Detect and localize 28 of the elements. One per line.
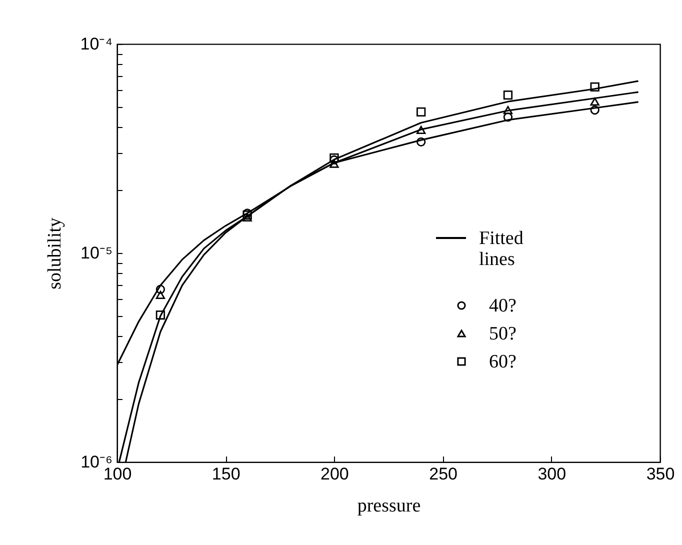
legend-label: 50? [489, 324, 516, 344]
x-tick-label: 200 [320, 464, 349, 484]
x-tick-label: 250 [429, 464, 458, 484]
legend-label: 40? [489, 296, 516, 316]
point [156, 290, 166, 299]
legend-label: 60? [489, 352, 516, 372]
point [503, 90, 513, 100]
point [416, 137, 426, 146]
y-tick-label: 10⁻⁵ [80, 244, 112, 262]
x-tick-label: 300 [538, 464, 566, 484]
point [590, 98, 600, 106]
point [590, 82, 600, 92]
y-axis-title: solubility [44, 217, 66, 290]
point [156, 310, 166, 320]
point [503, 106, 513, 114]
point [242, 213, 252, 222]
y-tick-label: 10⁻⁴ [80, 34, 112, 54]
point [242, 210, 252, 220]
point [590, 105, 600, 115]
x-tick-label: 150 [212, 464, 240, 484]
point [416, 126, 426, 134]
legend-label: Fitted lines [479, 228, 524, 270]
point [330, 153, 339, 163]
point [416, 107, 426, 117]
x-axis-title: pressure [357, 496, 421, 516]
x-tick-label: 350 [646, 464, 675, 484]
point [156, 284, 166, 294]
point [330, 160, 339, 168]
